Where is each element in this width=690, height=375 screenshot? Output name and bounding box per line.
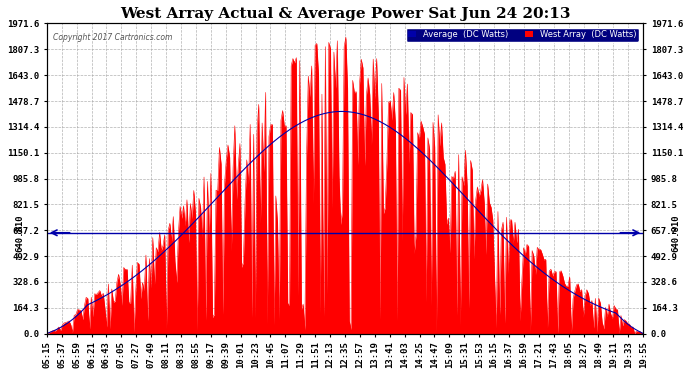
Text: 640.810: 640.810 xyxy=(15,214,25,252)
Text: 640.810: 640.810 xyxy=(671,214,680,252)
Legend: Average  (DC Watts), West Array  (DC Watts): Average (DC Watts), West Array (DC Watts… xyxy=(406,28,639,42)
Text: Copyright 2017 Cartronics.com: Copyright 2017 Cartronics.com xyxy=(53,33,172,42)
Title: West Array Actual & Average Power Sat Jun 24 20:13: West Array Actual & Average Power Sat Ju… xyxy=(120,7,570,21)
